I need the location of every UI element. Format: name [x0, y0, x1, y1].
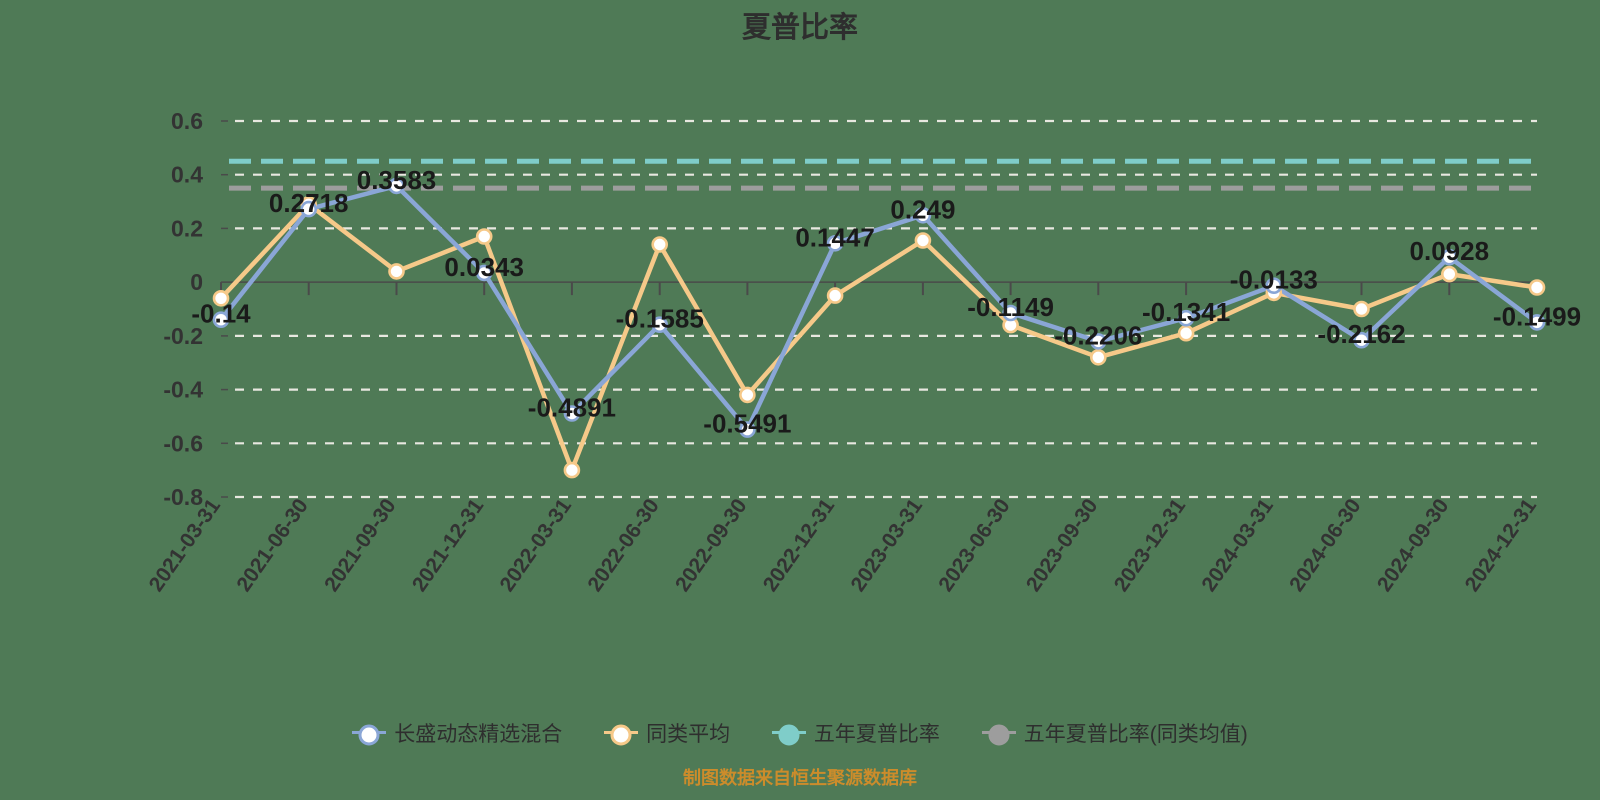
- svg-text:0.2718: 0.2718: [269, 188, 349, 218]
- svg-text:2024-06-30: 2024-06-30: [1285, 495, 1365, 596]
- svg-text:2024-12-31: 2024-12-31: [1461, 494, 1542, 595]
- svg-text:2023-03-31: 2023-03-31: [847, 494, 928, 595]
- svg-text:0.0343: 0.0343: [444, 252, 524, 282]
- svg-text:2021-09-30: 2021-09-30: [320, 495, 400, 596]
- svg-text:-0.1499: -0.1499: [1493, 301, 1581, 331]
- svg-text:2022-03-31: 2022-03-31: [496, 494, 577, 595]
- svg-text:-0.1149: -0.1149: [967, 292, 1054, 322]
- svg-text:2021-12-31: 2021-12-31: [408, 494, 489, 595]
- svg-text:0.249: 0.249: [890, 194, 955, 224]
- svg-text:-0.6: -0.6: [163, 430, 203, 456]
- svg-text:2023-12-31: 2023-12-31: [1110, 494, 1191, 595]
- svg-text:0.1447: 0.1447: [795, 222, 875, 252]
- svg-text:-0.1585: -0.1585: [616, 304, 704, 334]
- svg-text:0.3583: 0.3583: [357, 165, 437, 195]
- svg-text:-0.2162: -0.2162: [1317, 319, 1405, 349]
- svg-text:0.4: 0.4: [171, 162, 203, 188]
- svg-text:2022-09-30: 2022-09-30: [671, 495, 751, 596]
- svg-text:-0.1341: -0.1341: [1142, 297, 1230, 327]
- svg-text:-0.0133: -0.0133: [1230, 265, 1318, 295]
- svg-text:0: 0: [190, 269, 203, 295]
- svg-text:2022-12-31: 2022-12-31: [759, 494, 840, 595]
- svg-text:-0.4: -0.4: [163, 377, 203, 403]
- svg-text:2024-09-30: 2024-09-30: [1373, 495, 1453, 596]
- svg-text:-0.2206: -0.2206: [1054, 320, 1142, 350]
- svg-text:0.6: 0.6: [171, 108, 203, 134]
- svg-text:2024-03-31: 2024-03-31: [1197, 494, 1278, 595]
- svg-text:0.0928: 0.0928: [1410, 236, 1490, 266]
- svg-text:-0.14: -0.14: [191, 299, 251, 329]
- svg-text:2023-09-30: 2023-09-30: [1022, 495, 1102, 596]
- svg-text:-0.5491: -0.5491: [703, 409, 791, 439]
- svg-text:2021-06-30: 2021-06-30: [232, 495, 312, 596]
- svg-text:2023-06-30: 2023-06-30: [934, 495, 1014, 596]
- svg-text:2022-06-30: 2022-06-30: [583, 495, 663, 596]
- svg-text:0.2: 0.2: [171, 215, 203, 241]
- svg-text:-0.4891: -0.4891: [528, 393, 616, 423]
